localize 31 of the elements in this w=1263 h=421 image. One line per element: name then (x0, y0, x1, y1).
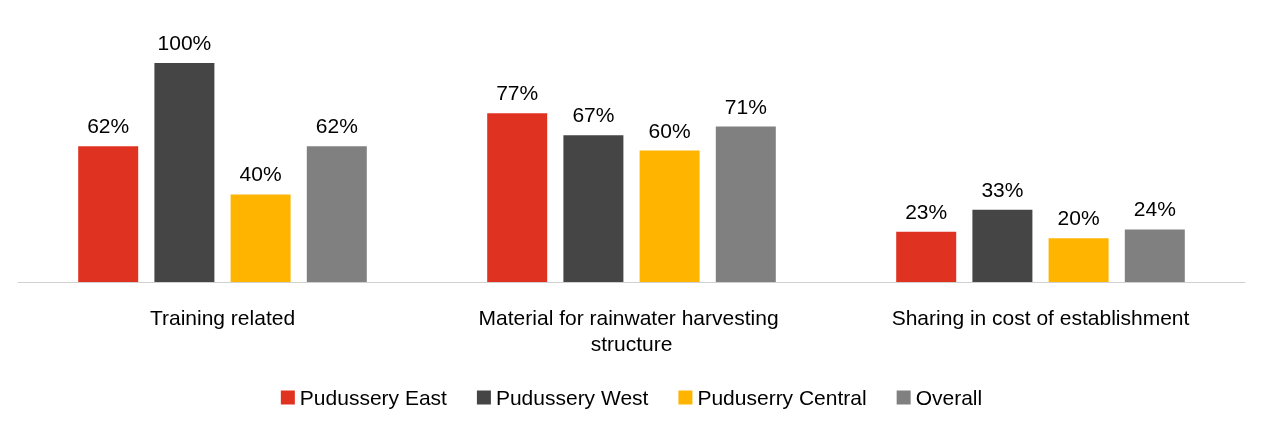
data-label: 24% (1133, 197, 1176, 221)
data-label: 33% (981, 177, 1024, 201)
data-label: 60% (648, 118, 691, 142)
data-label: 23% (905, 199, 948, 223)
data-label: 62% (87, 114, 130, 138)
bar (487, 113, 548, 282)
bar (1124, 229, 1185, 282)
data-label: 71% (724, 94, 767, 118)
data-label: 40% (239, 162, 282, 186)
legend-label: Pudussery West (495, 386, 649, 409)
legend-label: Overall (915, 386, 983, 409)
x-tick-label: Training related (149, 305, 296, 329)
x-tick-label: Material for rainwater harvesting structure (478, 305, 785, 355)
bar (972, 209, 1033, 282)
data-label: 77% (496, 81, 539, 105)
legend-label: Pudussery East (299, 386, 448, 409)
data-label: 20% (1057, 206, 1100, 230)
data-label: 67% (572, 103, 615, 127)
bar (563, 135, 624, 282)
bar (896, 231, 957, 282)
bar (154, 63, 215, 282)
bar (1048, 238, 1109, 282)
bar (715, 126, 776, 282)
bar (306, 146, 367, 282)
bar (639, 150, 700, 282)
data-label: 62% (315, 114, 358, 138)
bar (78, 146, 139, 282)
data-label: 100% (157, 31, 212, 54)
bar (230, 194, 291, 282)
x-tick-label: Sharing in cost of establishment (891, 305, 1190, 329)
legend-label: Puduserry Central (697, 386, 867, 409)
